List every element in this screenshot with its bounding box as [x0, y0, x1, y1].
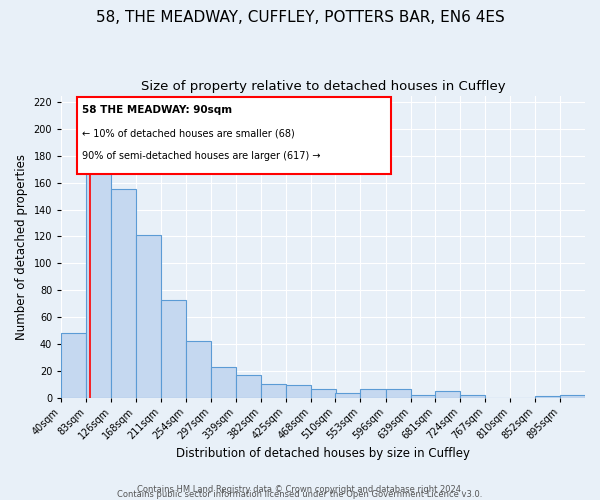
FancyBboxPatch shape — [77, 97, 391, 174]
Bar — [186, 341, 211, 398]
Text: ← 10% of detached houses are smaller (68): ← 10% of detached houses are smaller (68… — [82, 129, 295, 139]
Text: Contains HM Land Registry data © Crown copyright and database right 2024.: Contains HM Land Registry data © Crown c… — [137, 485, 463, 494]
Title: Size of property relative to detached houses in Cuffley: Size of property relative to detached ho… — [141, 80, 505, 93]
Bar — [136, 235, 161, 398]
Bar — [236, 374, 260, 398]
Text: 58, THE MEADWAY, CUFFLEY, POTTERS BAR, EN6 4ES: 58, THE MEADWAY, CUFFLEY, POTTERS BAR, E… — [95, 10, 505, 25]
Bar — [560, 395, 585, 398]
X-axis label: Distribution of detached houses by size in Cuffley: Distribution of detached houses by size … — [176, 447, 470, 460]
Bar — [61, 333, 86, 398]
Bar — [386, 390, 410, 398]
Y-axis label: Number of detached properties: Number of detached properties — [15, 154, 28, 340]
Text: Contains public sector information licensed under the Open Government Licence v3: Contains public sector information licen… — [118, 490, 482, 499]
Bar — [112, 190, 136, 398]
Bar — [86, 166, 112, 398]
Bar — [311, 390, 336, 398]
Bar — [335, 394, 361, 398]
Bar — [286, 386, 311, 398]
Bar — [161, 300, 186, 398]
Text: 58 THE MEADWAY: 90sqm: 58 THE MEADWAY: 90sqm — [82, 104, 232, 115]
Bar — [460, 395, 485, 398]
Bar — [410, 395, 436, 398]
Bar — [361, 390, 386, 398]
Bar — [260, 384, 286, 398]
Bar — [211, 366, 236, 398]
Bar — [435, 391, 460, 398]
Bar — [535, 396, 560, 398]
Text: 90% of semi-detached houses are larger (617) →: 90% of semi-detached houses are larger (… — [82, 152, 320, 162]
